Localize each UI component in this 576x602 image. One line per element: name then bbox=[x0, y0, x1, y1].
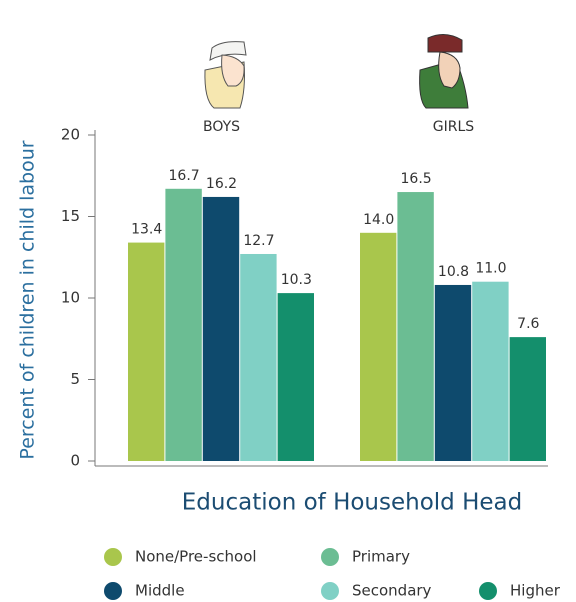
bar bbox=[397, 192, 433, 461]
group-label: GIRLS bbox=[433, 119, 475, 135]
x-axis-label: Education of Household Head bbox=[182, 490, 522, 516]
bar bbox=[278, 293, 314, 461]
value-label: 12.7 bbox=[243, 233, 274, 249]
legend-label: Primary bbox=[352, 548, 410, 566]
boy-illustration bbox=[205, 42, 246, 108]
legend-label: None/Pre-school bbox=[135, 548, 257, 566]
y-tick-label: 20 bbox=[61, 126, 80, 144]
bar bbox=[472, 282, 508, 461]
bar bbox=[203, 197, 239, 461]
bar bbox=[435, 285, 471, 461]
legend-label: Middle bbox=[135, 582, 185, 600]
group-label: BOYS bbox=[203, 119, 240, 135]
legend-swatch bbox=[321, 548, 339, 566]
value-label: 10.3 bbox=[281, 272, 312, 288]
bar bbox=[510, 337, 546, 461]
bar bbox=[240, 254, 276, 461]
girl-illustration bbox=[420, 34, 468, 108]
y-tick-label: 0 bbox=[70, 452, 80, 470]
y-tick-label: 15 bbox=[61, 207, 80, 225]
legend-swatch bbox=[104, 548, 122, 566]
legend-swatch bbox=[479, 582, 497, 600]
value-label: 11.0 bbox=[475, 261, 506, 277]
value-label: 10.8 bbox=[438, 264, 469, 280]
bar bbox=[165, 189, 201, 461]
value-label: 16.2 bbox=[206, 176, 237, 192]
legend-label: Higher bbox=[510, 582, 561, 600]
legend-swatch bbox=[321, 582, 339, 600]
value-label: 7.6 bbox=[517, 316, 539, 332]
chart: Percent of children in child labour Educ… bbox=[0, 0, 576, 602]
y-tick-label: 5 bbox=[70, 370, 80, 388]
value-label: 14.0 bbox=[363, 212, 394, 228]
value-label: 16.5 bbox=[401, 171, 432, 187]
legend-label: Secondary bbox=[352, 582, 432, 600]
y-axis-label: Percent of children in child labour bbox=[17, 140, 39, 459]
legend-swatch bbox=[104, 582, 122, 600]
bar bbox=[128, 243, 164, 461]
bar bbox=[360, 233, 396, 461]
y-tick-label: 10 bbox=[61, 289, 80, 307]
value-label: 13.4 bbox=[131, 222, 162, 238]
value-label: 16.7 bbox=[169, 168, 200, 184]
